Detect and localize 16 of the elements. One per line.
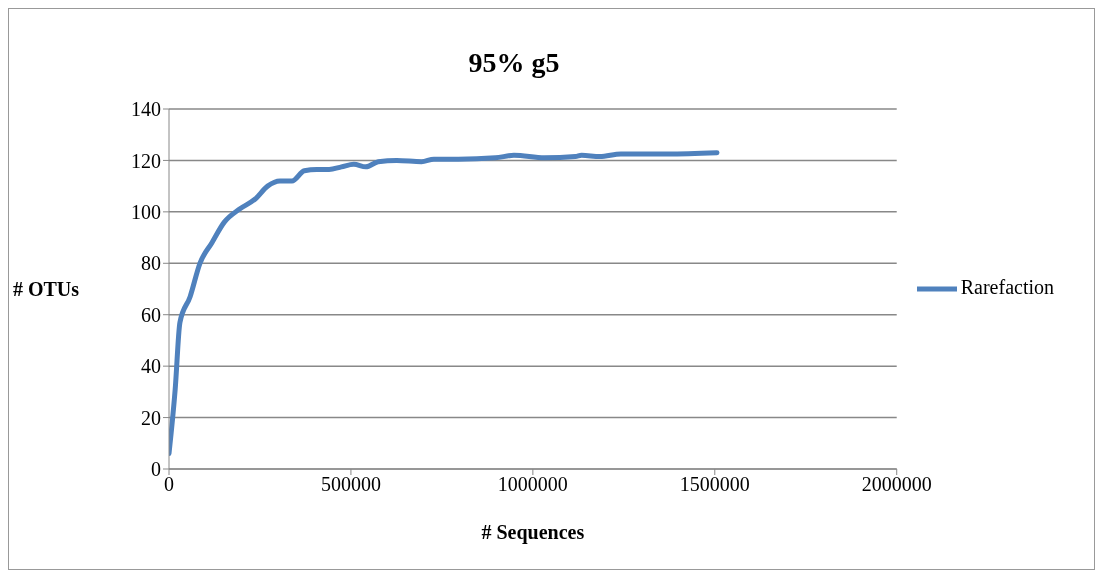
x-tick-label: 1500000 <box>679 473 750 496</box>
y-tick-label: 80 <box>141 252 161 275</box>
y-tick-label: 60 <box>141 303 161 326</box>
x-tick-label: 500000 <box>320 473 381 496</box>
y-axis-title: # OTUs <box>12 278 80 301</box>
y-tick-label: 40 <box>141 355 161 378</box>
chart-title: 95% g5 <box>467 47 561 79</box>
y-tick-label: 20 <box>141 406 161 429</box>
y-tick-label: 140 <box>131 98 161 121</box>
x-tick-label: 1000000 <box>497 473 568 496</box>
y-tick-label: 100 <box>131 200 161 223</box>
y-tick-label: 0 <box>151 458 161 481</box>
x-tick-label: 2000000 <box>861 473 932 496</box>
legend-label: Rarefaction <box>960 275 1054 298</box>
y-tick-label: 120 <box>131 149 161 172</box>
x-axis-title: # Sequences <box>481 521 585 544</box>
